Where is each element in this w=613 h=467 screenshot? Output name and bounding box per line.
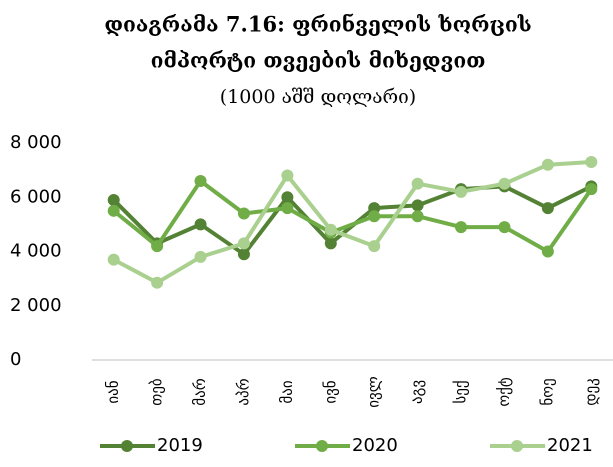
data-point xyxy=(585,183,598,196)
series-line xyxy=(112,159,592,285)
data-point xyxy=(498,177,511,190)
legend-marker xyxy=(511,440,523,452)
data-point xyxy=(324,237,337,250)
data-point xyxy=(541,202,554,215)
data-point xyxy=(411,210,424,223)
x-tick-label: სექ xyxy=(452,380,470,403)
data-point xyxy=(194,174,207,187)
data-point xyxy=(151,276,164,289)
legend-label: 2019 xyxy=(157,435,203,456)
data-point xyxy=(324,223,337,236)
x-tick-label: მარ xyxy=(191,378,209,405)
data-point xyxy=(107,253,120,266)
x-tick-label: დეკ xyxy=(582,378,600,406)
data-point xyxy=(237,248,250,261)
x-tick-label: თებ xyxy=(148,378,166,406)
data-point xyxy=(368,240,381,253)
data-point xyxy=(585,155,598,168)
x-tick-label: ივლ xyxy=(365,376,383,407)
data-point xyxy=(455,221,468,234)
data-point xyxy=(541,245,554,258)
data-point xyxy=(237,237,250,250)
data-point xyxy=(237,207,250,220)
series-line xyxy=(112,178,593,254)
data-point xyxy=(281,202,294,215)
x-tick-label: ივნ xyxy=(321,380,339,403)
data-point xyxy=(107,204,120,217)
chart-title: დიაგრამა 7.16: ფრინველის ხორცის xyxy=(104,12,531,37)
x-tick-label: იან xyxy=(104,380,122,403)
data-point xyxy=(541,158,554,171)
data-point xyxy=(498,221,511,234)
data-point xyxy=(194,250,207,263)
data-point xyxy=(151,240,164,253)
x-tick-label: აგვ xyxy=(408,380,426,404)
y-tick-label: 8 000 xyxy=(10,132,62,153)
legend-label: 2020 xyxy=(352,435,398,456)
x-tick-label: მაი xyxy=(278,380,296,403)
data-point xyxy=(281,169,294,182)
y-tick-label: 6 000 xyxy=(10,186,62,207)
x-tick-label: ნოე xyxy=(538,378,556,405)
legend-label: 2021 xyxy=(547,435,593,456)
chart-title: იმპორტი თვეების მიხედვით xyxy=(151,48,486,73)
data-point xyxy=(281,191,294,204)
y-tick-label: 0 xyxy=(10,349,21,370)
x-tick-label: ოქტ xyxy=(495,377,513,406)
legend-marker xyxy=(121,440,133,452)
y-tick-label: 4 000 xyxy=(10,241,62,262)
legend-marker xyxy=(316,440,328,452)
chart-subtitle: (1000 აშშ დოლარი) xyxy=(220,86,416,108)
data-point xyxy=(411,199,424,212)
x-tick-label: აპრ xyxy=(234,378,252,405)
y-tick-label: 2 000 xyxy=(10,295,62,316)
data-point xyxy=(194,218,207,231)
series-line xyxy=(112,184,593,257)
data-point xyxy=(411,177,424,190)
data-point xyxy=(455,185,468,198)
data-point xyxy=(368,210,381,223)
data-point xyxy=(107,193,120,206)
